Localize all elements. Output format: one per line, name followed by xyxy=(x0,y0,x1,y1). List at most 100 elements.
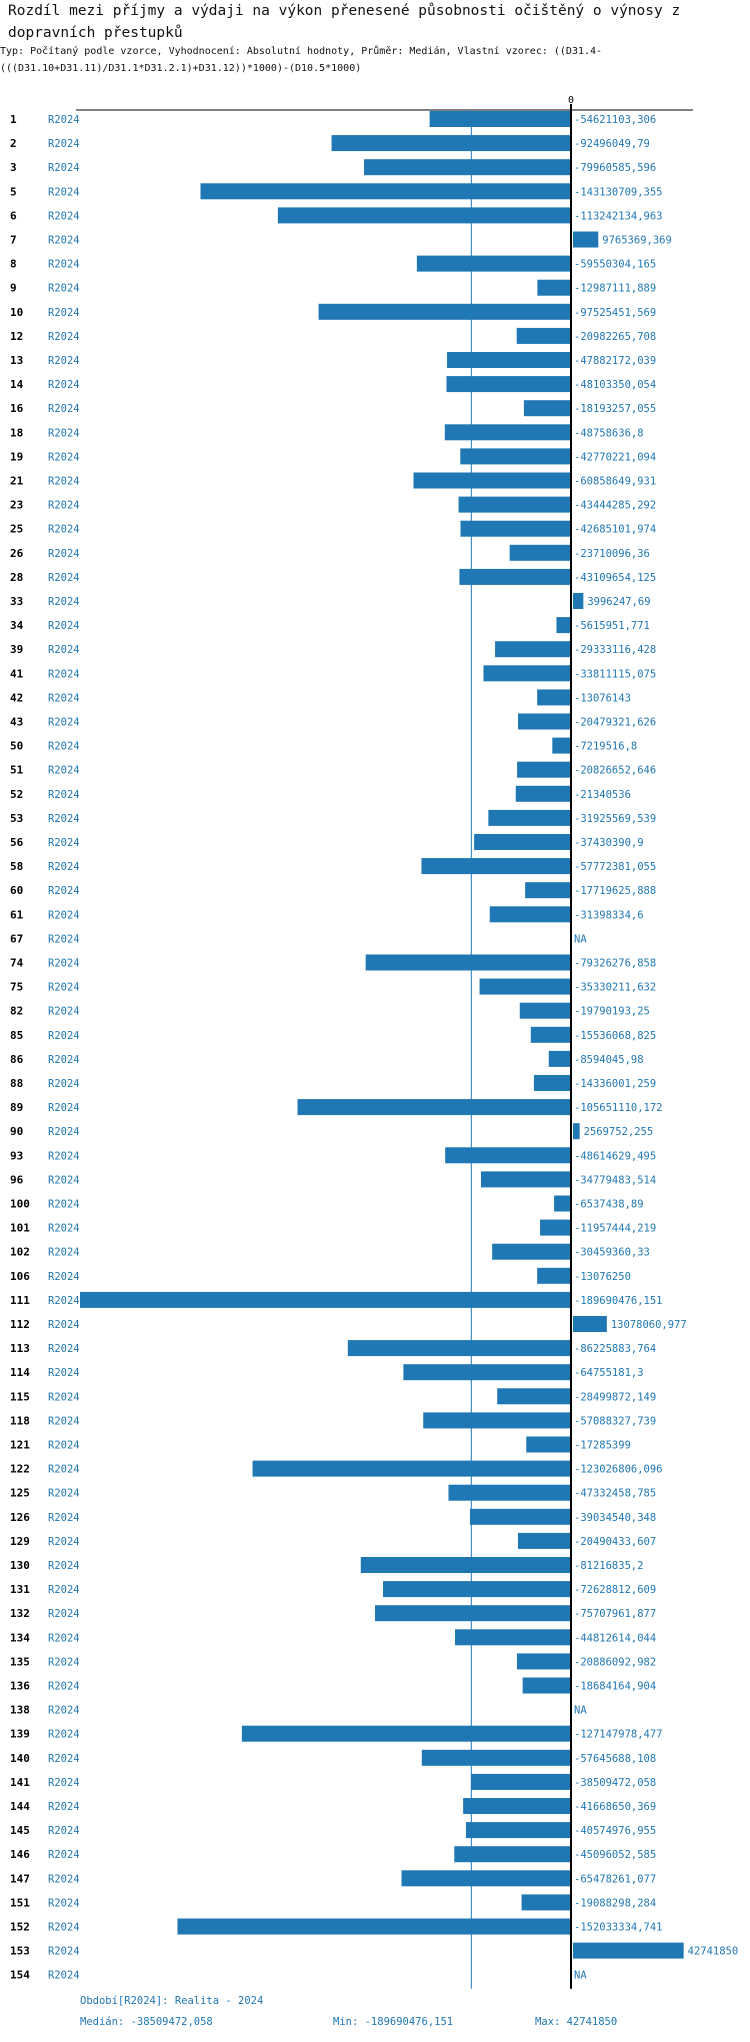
bar xyxy=(537,279,571,296)
value-label: -38509472,058 xyxy=(574,1777,656,1789)
row-period-label: R2024 xyxy=(48,1440,80,1452)
row-id-label: 10 xyxy=(10,306,23,319)
value-label: -72628812,609 xyxy=(574,1584,656,1596)
bar xyxy=(365,954,571,971)
value-label: -20479321,626 xyxy=(574,717,656,729)
bar xyxy=(460,448,571,465)
row-period-label: R2024 xyxy=(48,741,80,753)
row-period-label: R2024 xyxy=(48,1391,80,1403)
row-period-label: R2024 xyxy=(48,283,80,295)
value-label: -57772381,055 xyxy=(574,861,656,873)
value-label: -43444285,292 xyxy=(574,500,656,512)
bar xyxy=(429,111,571,127)
row-id-label: 96 xyxy=(10,1173,24,1186)
value-label: -5615951,771 xyxy=(574,620,650,632)
row-id-label: 52 xyxy=(10,788,23,801)
row-period-label: R2024 xyxy=(48,1078,80,1090)
value-label: -43109654,125 xyxy=(574,572,656,584)
chart-title-text: Rozdíl mezi příjmy a výdaji na výkon pře… xyxy=(8,3,689,41)
row-period-label: R2024 xyxy=(48,1801,80,1813)
row-id-label: 74 xyxy=(10,957,24,970)
bar xyxy=(383,1581,571,1598)
row-id-label: 7 xyxy=(10,234,17,247)
row-id-label: 112 xyxy=(10,1318,30,1331)
row-period-label: R2024 xyxy=(48,355,80,367)
value-label: -79960585,596 xyxy=(574,162,656,174)
row-id-label: 50 xyxy=(10,740,23,753)
row-period-label: R2024 xyxy=(48,403,80,415)
row-period-label: R2024 xyxy=(48,958,80,970)
row-period-label: R2024 xyxy=(48,1126,80,1138)
row-period-label: R2024 xyxy=(48,909,80,921)
row-period-label: R2024 xyxy=(48,717,80,729)
row-id-label: 89 xyxy=(10,1101,23,1114)
bar xyxy=(469,1508,571,1525)
bar xyxy=(522,1677,571,1694)
row-id-label: 147 xyxy=(10,1872,30,1885)
row-period-label: R2024 xyxy=(48,210,80,222)
row-period-label: R2024 xyxy=(48,1054,80,1066)
value-label: -65478261,077 xyxy=(574,1873,656,1885)
row-period-label: R2024 xyxy=(48,789,80,801)
row-period-label: R2024 xyxy=(48,235,80,247)
value-label: -13076143 xyxy=(574,692,631,704)
row-period-label: R2024 xyxy=(48,885,80,897)
value-label: 13078060,977 xyxy=(611,1319,687,1331)
row-id-label: 126 xyxy=(10,1511,30,1524)
row-id-label: 6 xyxy=(10,209,17,222)
row-period-label: R2024 xyxy=(48,1199,80,1211)
row-period-label: R2024 xyxy=(48,451,80,463)
bar xyxy=(459,568,571,585)
row-period-label: R2024 xyxy=(48,1705,80,1717)
footer-period: Období[R2024]: Realita - 2024 xyxy=(80,1995,264,2007)
value-label: 42741850 xyxy=(688,1946,739,1958)
value-label: -45096052,585 xyxy=(574,1849,656,1861)
value-label: -105651110,172 xyxy=(574,1102,663,1114)
row-period-label: R2024 xyxy=(48,427,80,439)
row-period-label: R2024 xyxy=(48,982,80,994)
row-period-label: R2024 xyxy=(48,1488,80,1500)
row-period-label: R2024 xyxy=(48,500,80,512)
row-period-label: R2024 xyxy=(48,620,80,632)
value-label: -7219516,8 xyxy=(574,741,637,753)
row-period-label: R2024 xyxy=(48,1608,80,1620)
row-period-label: R2024 xyxy=(48,1174,80,1186)
row-id-label: 23 xyxy=(10,499,23,512)
bar xyxy=(403,1364,571,1381)
row-period-label: R2024 xyxy=(48,1584,80,1596)
row-id-label: 129 xyxy=(10,1535,30,1548)
row-id-label: 86 xyxy=(10,1053,24,1066)
value-label: -8594045,98 xyxy=(574,1054,644,1066)
value-label: -75707961,877 xyxy=(574,1608,656,1620)
bar xyxy=(331,135,571,152)
bar xyxy=(471,1773,571,1790)
value-label: -127147978,477 xyxy=(574,1729,663,1741)
row-id-label: 67 xyxy=(10,932,23,945)
value-label: -18684164,904 xyxy=(574,1681,656,1693)
row-id-label: 9 xyxy=(10,282,17,295)
row-id-label: 85 xyxy=(10,1029,23,1042)
bar xyxy=(177,1918,571,1935)
row-period-label: R2024 xyxy=(48,933,80,945)
row-id-label: 125 xyxy=(10,1487,30,1500)
bar xyxy=(252,1460,571,1477)
row-period-label: R2024 xyxy=(48,1897,80,1909)
bar xyxy=(573,593,584,609)
bar xyxy=(517,1532,571,1549)
value-label: -30459360,33 xyxy=(574,1247,650,1259)
bar xyxy=(533,1075,571,1091)
value-label: -28499872,149 xyxy=(574,1391,656,1403)
value-label: -19790193,25 xyxy=(574,1006,650,1018)
bar xyxy=(488,809,571,826)
bar xyxy=(200,183,571,200)
value-label: -54621103,306 xyxy=(574,114,656,126)
row-period-label: R2024 xyxy=(48,692,80,704)
footer-median: Medián: -38509472,058 xyxy=(80,2016,213,2028)
bar xyxy=(446,376,571,393)
row-period-label: R2024 xyxy=(48,1632,80,1644)
row-id-label: 138 xyxy=(10,1704,30,1717)
value-label: -189690476,151 xyxy=(574,1295,663,1307)
row-period-label: R2024 xyxy=(48,1030,80,1042)
bar xyxy=(537,689,571,706)
bar xyxy=(458,496,571,513)
